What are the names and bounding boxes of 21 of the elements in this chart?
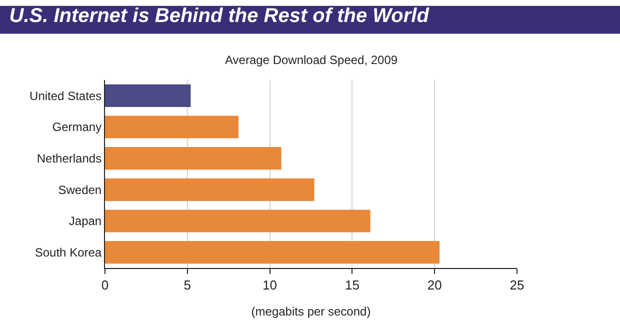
y-tick-label: Japan bbox=[68, 214, 102, 228]
x-tick-label: 10 bbox=[262, 278, 278, 293]
x-tick-label: 20 bbox=[427, 278, 442, 293]
chart-title: U.S. Internet is Behind the Rest of the World bbox=[9, 4, 430, 27]
bar bbox=[105, 178, 314, 201]
bar bbox=[105, 210, 370, 232]
x-axis-title: (megabits per second) bbox=[251, 304, 371, 318]
bar bbox=[105, 116, 238, 138]
bar bbox=[105, 84, 191, 107]
y-tick-label: Sweden bbox=[58, 182, 102, 197]
y-tick-label: Netherlands bbox=[36, 152, 102, 166]
chart-subtitle: Average Download Speed, 2009 bbox=[225, 53, 398, 67]
x-tick-label: 15 bbox=[344, 278, 360, 293]
x-tick-label: 5 bbox=[184, 278, 192, 293]
bar bbox=[105, 147, 282, 170]
bar bbox=[105, 241, 440, 264]
y-tick-label: United States bbox=[30, 88, 102, 103]
y-tick-label: Germany bbox=[52, 120, 102, 134]
x-tick-label: 0 bbox=[101, 278, 109, 293]
y-tick-label: South Korea bbox=[34, 246, 102, 260]
x-tick-label: 25 bbox=[510, 278, 524, 293]
